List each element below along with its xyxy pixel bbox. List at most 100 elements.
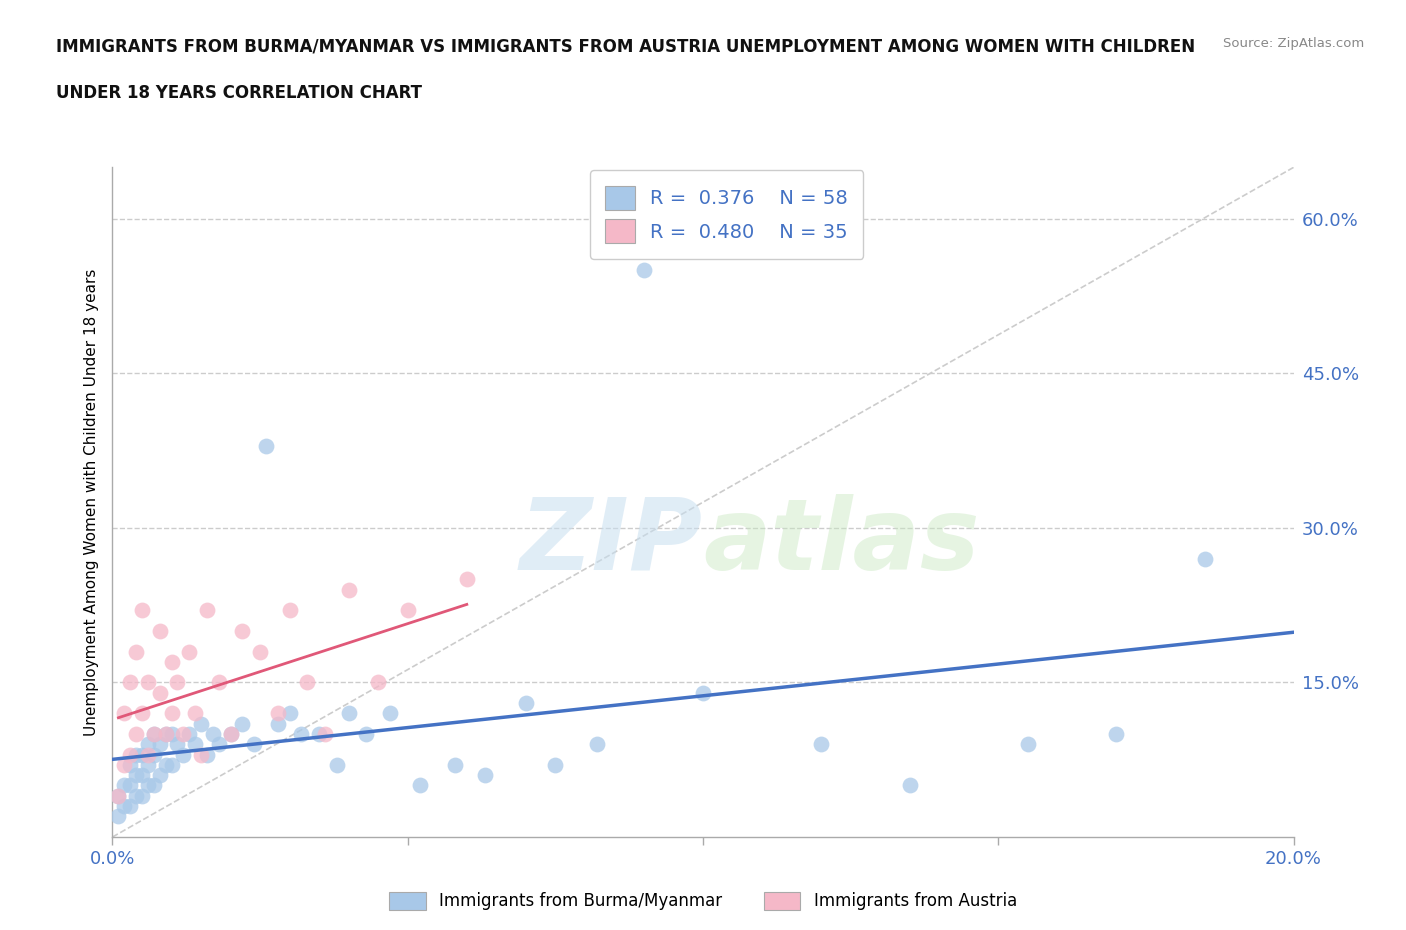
Point	[160, 706, 183, 721]
Point	[290, 726, 312, 741]
Point	[155, 726, 177, 741]
Point	[544, 757, 567, 772]
Point	[166, 737, 188, 751]
Point	[131, 768, 153, 783]
Point	[278, 706, 301, 721]
Point	[337, 582, 360, 597]
Point	[356, 726, 378, 741]
Point	[136, 737, 159, 751]
Point	[898, 778, 921, 793]
Point	[125, 726, 148, 741]
Point	[112, 757, 135, 772]
Point	[474, 768, 496, 783]
Point	[396, 603, 419, 618]
Text: UNDER 18 YEARS CORRELATION CHART: UNDER 18 YEARS CORRELATION CHART	[56, 84, 422, 101]
Point	[326, 757, 349, 772]
Point	[155, 726, 177, 741]
Text: ZIP: ZIP	[520, 494, 703, 591]
Point	[136, 747, 159, 762]
Point	[136, 757, 159, 772]
Point	[585, 737, 607, 751]
Point	[120, 747, 142, 762]
Point	[149, 685, 172, 700]
Point	[179, 644, 201, 659]
Point	[444, 757, 467, 772]
Point	[107, 789, 129, 804]
Point	[190, 716, 212, 731]
Point	[267, 716, 290, 731]
Point	[278, 603, 301, 618]
Text: IMMIGRANTS FROM BURMA/MYANMAR VS IMMIGRANTS FROM AUSTRIA UNEMPLOYMENT AMONG WOME: IMMIGRANTS FROM BURMA/MYANMAR VS IMMIGRA…	[56, 37, 1195, 55]
Point	[1194, 551, 1216, 566]
Point	[112, 799, 135, 814]
Point	[308, 726, 330, 741]
Point	[120, 778, 142, 793]
Point	[125, 768, 148, 783]
Point	[142, 747, 165, 762]
Point	[131, 747, 153, 762]
Point	[136, 778, 159, 793]
Point	[208, 675, 231, 690]
Point	[367, 675, 389, 690]
Point	[172, 726, 194, 741]
Point	[314, 726, 336, 741]
Point	[107, 789, 129, 804]
Point	[131, 706, 153, 721]
Point	[125, 644, 148, 659]
Point	[243, 737, 266, 751]
Point	[249, 644, 271, 659]
Point	[112, 778, 135, 793]
Point	[184, 737, 207, 751]
Point	[515, 696, 537, 711]
Point	[131, 603, 153, 618]
Point	[195, 603, 218, 618]
Point	[692, 685, 714, 700]
Point	[456, 572, 478, 587]
Point	[1105, 726, 1128, 741]
Point	[136, 675, 159, 690]
Point	[297, 675, 319, 690]
Point	[633, 263, 655, 278]
Point	[810, 737, 832, 751]
Point	[149, 623, 172, 638]
Point	[195, 747, 218, 762]
Point	[1017, 737, 1039, 751]
Point	[125, 789, 148, 804]
Point	[337, 706, 360, 721]
Point	[149, 768, 172, 783]
Point	[125, 747, 148, 762]
Point	[149, 737, 172, 751]
Point	[408, 778, 430, 793]
Point	[179, 726, 201, 741]
Point	[378, 706, 401, 721]
Point	[219, 726, 242, 741]
Point	[120, 675, 142, 690]
Point	[131, 789, 153, 804]
Text: Source: ZipAtlas.com: Source: ZipAtlas.com	[1223, 37, 1364, 50]
Point	[219, 726, 242, 741]
Point	[208, 737, 231, 751]
Text: atlas: atlas	[703, 494, 980, 591]
Point	[142, 726, 165, 741]
Y-axis label: Unemployment Among Women with Children Under 18 years: Unemployment Among Women with Children U…	[84, 269, 100, 736]
Point	[201, 726, 224, 741]
Point	[112, 706, 135, 721]
Point	[254, 438, 277, 453]
Point	[107, 809, 129, 824]
Point	[166, 675, 188, 690]
Legend: R =  0.376    N = 58, R =  0.480    N = 35: R = 0.376 N = 58, R = 0.480 N = 35	[591, 170, 863, 259]
Point	[160, 757, 183, 772]
Point	[231, 716, 253, 731]
Legend: Immigrants from Burma/Myanmar, Immigrants from Austria: Immigrants from Burma/Myanmar, Immigrant…	[382, 885, 1024, 917]
Point	[184, 706, 207, 721]
Point	[120, 799, 142, 814]
Point	[142, 726, 165, 741]
Point	[155, 757, 177, 772]
Point	[160, 655, 183, 670]
Point	[231, 623, 253, 638]
Point	[172, 747, 194, 762]
Point	[160, 726, 183, 741]
Point	[267, 706, 290, 721]
Point	[142, 778, 165, 793]
Point	[190, 747, 212, 762]
